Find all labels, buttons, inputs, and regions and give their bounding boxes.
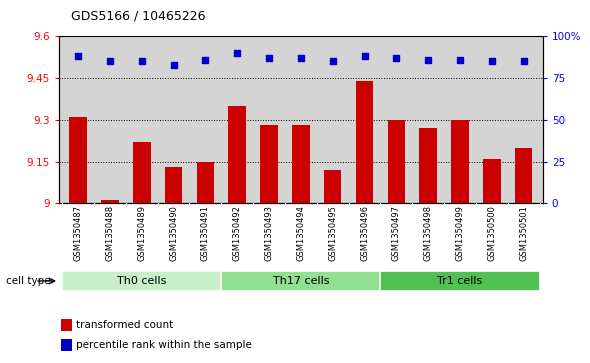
Point — [73, 53, 83, 59]
Bar — [196, 162, 214, 203]
Point — [264, 55, 274, 61]
Bar — [388, 120, 405, 203]
Bar — [451, 120, 469, 203]
Point — [360, 53, 369, 59]
Bar — [260, 125, 278, 203]
Bar — [483, 159, 501, 203]
Bar — [419, 128, 437, 203]
Bar — [165, 167, 182, 203]
Point — [232, 50, 242, 56]
Bar — [228, 106, 246, 203]
Point — [137, 58, 146, 64]
Point — [519, 58, 529, 64]
Point — [487, 58, 497, 64]
Point — [296, 55, 306, 61]
FancyBboxPatch shape — [62, 271, 221, 291]
Point — [424, 57, 433, 62]
FancyBboxPatch shape — [221, 271, 381, 291]
Text: GDS5166 / 10465226: GDS5166 / 10465226 — [71, 9, 205, 22]
Bar — [70, 117, 87, 203]
Point — [169, 62, 178, 68]
Bar — [61, 339, 72, 351]
Point — [392, 55, 401, 61]
Bar — [133, 142, 150, 203]
Text: Th17 cells: Th17 cells — [273, 276, 329, 286]
Text: transformed count: transformed count — [76, 320, 173, 330]
FancyBboxPatch shape — [381, 271, 540, 291]
Bar — [515, 148, 532, 203]
Text: Th0 cells: Th0 cells — [117, 276, 166, 286]
Bar — [356, 81, 373, 203]
Bar — [292, 125, 310, 203]
Text: Tr1 cells: Tr1 cells — [437, 276, 483, 286]
Bar — [324, 170, 342, 203]
Point — [455, 57, 465, 62]
Bar — [61, 319, 72, 331]
Point — [201, 57, 210, 62]
Bar — [101, 200, 119, 203]
Point — [105, 58, 114, 64]
Point — [328, 58, 337, 64]
Text: cell type: cell type — [6, 276, 51, 286]
Text: percentile rank within the sample: percentile rank within the sample — [76, 340, 252, 350]
